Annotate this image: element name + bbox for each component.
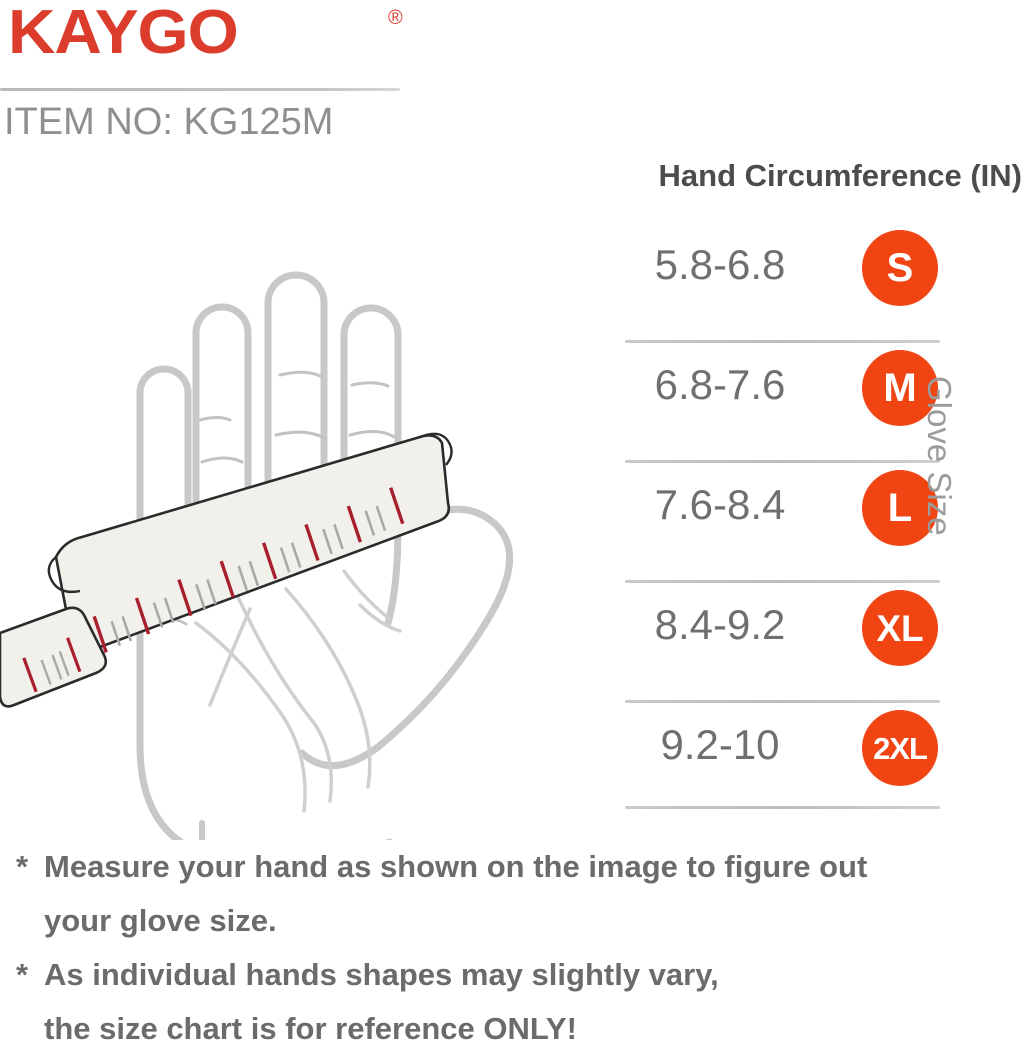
asterisk-icon: *	[15, 849, 29, 884]
footnotes: * Measure your hand as shown on the imag…	[0, 840, 1024, 1056]
footnote-item-continued: your glove size.	[0, 894, 1024, 948]
glove-size-badge-l: L	[862, 470, 938, 546]
hand-circumference-value: 9.2-10	[660, 721, 780, 768]
footnote-text: the size chart is for reference ONLY!	[44, 1011, 577, 1046]
glove-size-badge-s: S	[862, 230, 938, 306]
table-row: 6.8-7.6 M	[520, 340, 980, 440]
footnote-item: * Measure your hand as shown on the imag…	[0, 840, 1024, 894]
row-divider	[625, 340, 940, 343]
hand-circumference-value: 5.8-6.8	[654, 241, 786, 288]
footnote-text: As individual hands shapes may slightly …	[44, 957, 719, 992]
glove-size-badge-xl: XL	[862, 590, 938, 666]
item-number-label: ITEM NO: KG125M	[4, 101, 334, 143]
footnote-text: your glove size.	[44, 903, 277, 938]
glove-size-badge-m: M	[862, 350, 938, 426]
footnote-text: Measure your hand as shown on the image …	[44, 849, 868, 884]
table-row: 9.2-10 2XL	[520, 700, 980, 800]
footnote-item-continued: the size chart is for reference ONLY!	[0, 1002, 1024, 1056]
hand-circumference-value: 7.6-8.4	[654, 481, 786, 528]
table-row: 8.4-9.2 XL	[520, 580, 980, 680]
footnote-item: * As individual hands shapes may slightl…	[0, 948, 1024, 1002]
brand-header: KAYGO ® ITEM NO: KG125M	[0, 0, 440, 152]
kaygo-logo: KAYGO	[8, 0, 239, 67]
row-divider	[625, 806, 940, 809]
row-divider	[625, 700, 940, 703]
glove-size-badge-2xl: 2XL	[862, 710, 938, 786]
hand-circumference-value: 8.4-9.2	[654, 601, 786, 648]
table-row: 7.6-8.4 L	[520, 460, 980, 560]
glove-size-axis-label: Glove Size	[921, 376, 958, 536]
registered-trademark-icon: ®	[388, 7, 403, 29]
table-header-label: Hand Circumference (IN)	[658, 158, 1022, 193]
row-divider	[625, 460, 940, 463]
asterisk-icon: *	[15, 957, 29, 992]
size-chart-table: Hand Circumference (IN) 5.8-6.8 S 6.8-7.…	[520, 158, 1024, 818]
table-row: 5.8-6.8 S	[520, 220, 980, 320]
brand-divider	[0, 88, 400, 91]
hand-measurement-illustration	[0, 185, 560, 840]
row-divider	[625, 580, 940, 583]
hand-circumference-value: 6.8-7.6	[654, 361, 786, 408]
